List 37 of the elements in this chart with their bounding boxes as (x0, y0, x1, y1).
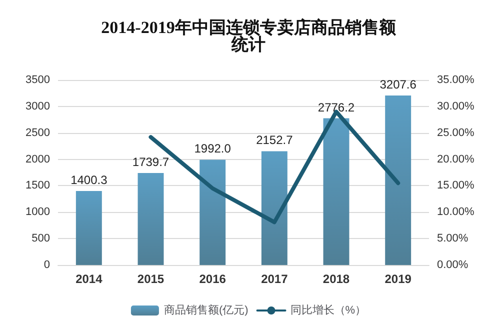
y2-tick-label: 10.00% (437, 206, 475, 218)
y2-tick-label: 15.00% (437, 180, 475, 192)
bar (323, 118, 350, 265)
y-tick-label: 3000 (26, 100, 50, 112)
x-tick-label: 2014 (76, 272, 103, 286)
legend-label: 同比增长（%） (290, 304, 366, 316)
data-label: 1400.3 (70, 172, 108, 187)
y2-tick-label: 25.00% (437, 126, 475, 139)
bar (138, 173, 164, 265)
bar (261, 151, 288, 265)
y-tick-label: 3500 (26, 74, 50, 86)
data-label: 2776.2 (318, 100, 355, 114)
chart-title: 2014-2019年中国连锁专卖店商品销售额统计 (101, 18, 397, 54)
y2-tick-label: 30.00% (437, 100, 475, 112)
x-tick-label: 2019 (384, 272, 412, 286)
x-tick-label: 2015 (137, 272, 164, 286)
data-label: 3207.6 (380, 77, 417, 92)
y-tick-label: 0 (44, 259, 50, 271)
x-tick-label: 2017 (261, 272, 288, 286)
y2-tick-label: 5.00% (437, 232, 468, 245)
x-tick-label: 2016 (199, 272, 226, 286)
bar (76, 190, 102, 265)
y-tick-label: 1500 (26, 180, 50, 192)
data-label: 1992.0 (194, 142, 232, 156)
legend-label: 商品销售额(亿元) (164, 304, 248, 316)
y-tick-label: 2500 (26, 126, 50, 139)
y-tick-label: 1000 (26, 206, 50, 218)
data-label: 2152.7 (256, 133, 294, 148)
bar (385, 95, 412, 265)
y2-tick-label: 0.00% (437, 259, 468, 271)
y-tick-label: 2000 (26, 153, 50, 166)
y2-tick-label: 20.00% (437, 153, 475, 166)
y-tick-label: 500 (32, 232, 50, 245)
data-label: 1739.7 (132, 155, 170, 170)
y2-tick-label: 35.00% (437, 74, 475, 86)
x-tick-label: 2018 (322, 272, 350, 286)
bar (200, 160, 226, 265)
